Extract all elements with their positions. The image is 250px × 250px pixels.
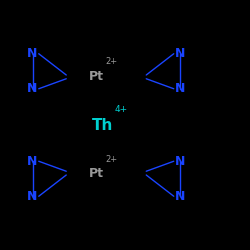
- Text: 4+: 4+: [115, 105, 128, 114]
- Text: Pt: Pt: [89, 167, 104, 180]
- Text: N: N: [175, 190, 185, 203]
- Text: 2+: 2+: [105, 57, 117, 66]
- Text: Pt: Pt: [89, 70, 104, 83]
- Text: N: N: [175, 155, 185, 168]
- Text: N: N: [27, 190, 38, 203]
- Text: Th: Th: [92, 118, 114, 132]
- Text: N: N: [175, 82, 185, 95]
- Text: N: N: [27, 155, 38, 168]
- Text: N: N: [27, 82, 38, 95]
- Text: N: N: [27, 47, 38, 60]
- Text: 2+: 2+: [105, 155, 117, 164]
- Text: N: N: [175, 47, 185, 60]
